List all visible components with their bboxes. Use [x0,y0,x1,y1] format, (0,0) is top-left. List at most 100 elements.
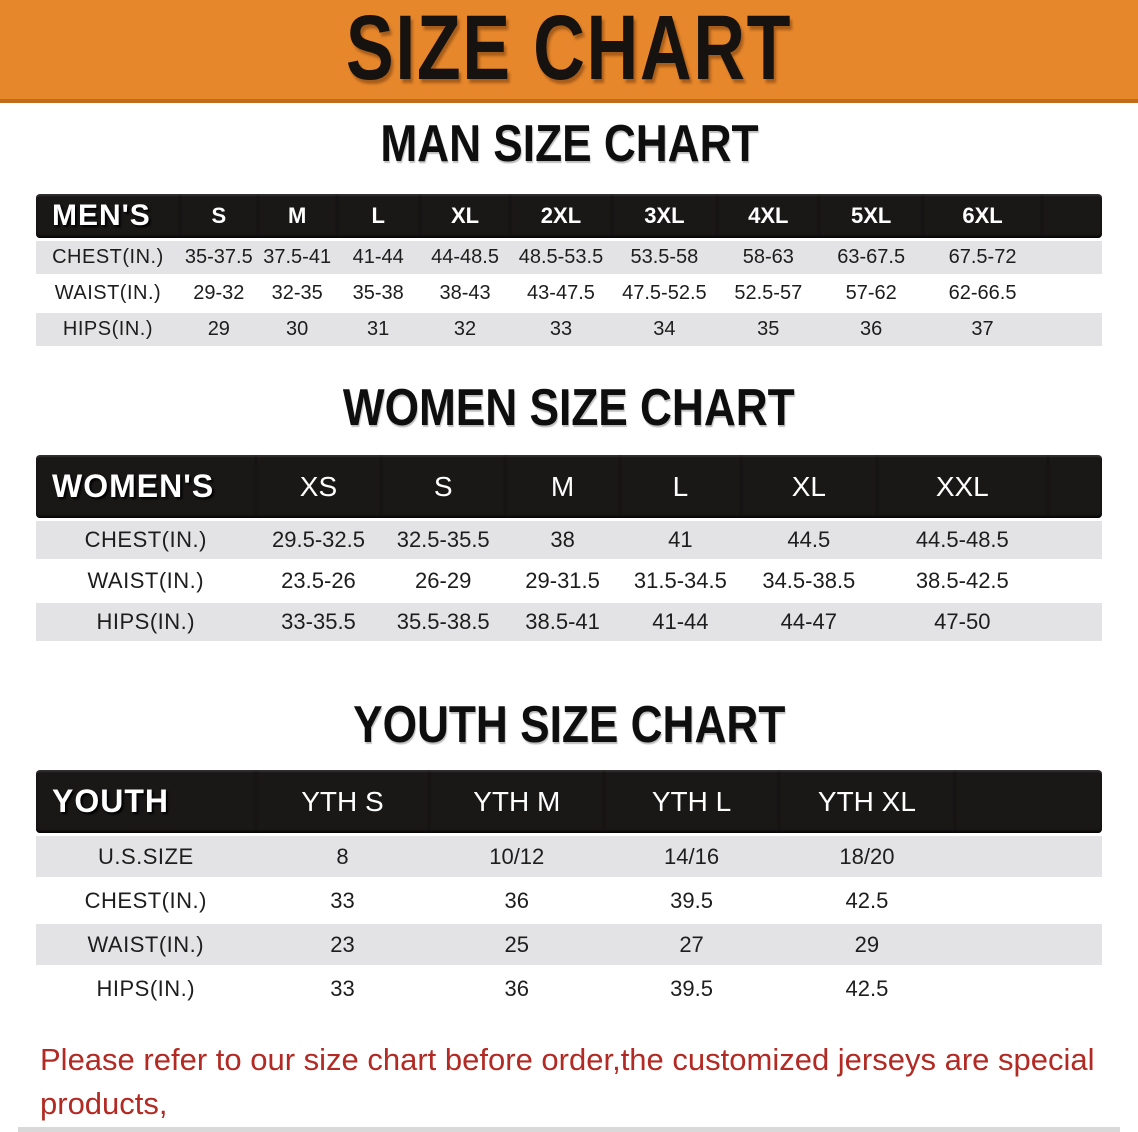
value-cell: 26-29 [381,562,506,600]
size-header-cell: L [336,194,420,238]
women-size-table: WOMEN'S XS S M L XL XXL CHEST(IN.) 29.5-… [36,452,1102,644]
row-label-cell: WAIST(IN.) [36,562,256,600]
spacer-cell [1047,562,1102,600]
value-cell: 52.5-57 [717,277,820,310]
value-cell: 37 [922,313,1043,346]
value-cell: 32.5-35.5 [381,521,506,559]
value-cell: 44.5 [740,521,878,559]
men-table-header-row: MEN'S S M L XL 2XL 3XL 4XL 5XL 6XL [36,194,1102,238]
value-cell: 36 [429,968,605,1009]
row-label-cell: CHEST(IN.) [36,880,256,921]
value-cell: 29.5-32.5 [255,521,382,559]
women-section-title: WOMEN SIZE CHART [343,379,795,437]
row-label-cell: WAIST(IN.) [36,924,256,965]
value-cell: 36 [819,313,923,346]
value-cell: 58-63 [717,241,820,274]
value-cell: 34 [611,313,718,346]
size-header-cell: S [381,455,506,518]
value-cell: 36 [429,880,605,921]
value-cell: 34.5-38.5 [740,562,878,600]
size-header-cell: XS [255,455,382,518]
value-cell: 25 [429,924,605,965]
women-section-heading: WOMEN SIZE CHART [0,379,1138,437]
value-cell: 23.5-26 [255,562,382,600]
value-cell: 39.5 [604,968,779,1009]
size-header-cell: 2XL [510,194,612,238]
size-header-cell: 6XL [922,194,1043,238]
row-label-cell: CHEST(IN.) [36,521,256,559]
value-cell: 32-35 [257,277,337,310]
size-header-cell: YTH S [255,770,430,833]
youth-section-heading: YOUTH SIZE CHART [0,696,1138,754]
value-cell: 29 [778,924,955,965]
value-cell: 29 [179,313,258,346]
value-cell: 44.5-48.5 [877,521,1048,559]
table-row: WAIST(IN.) 29-32 32-35 35-38 38-43 43-47… [36,277,1102,310]
size-header-cell: XXL [877,455,1048,518]
size-header-cell: 5XL [819,194,923,238]
value-cell: 33-35.5 [255,603,382,641]
value-cell: 47.5-52.5 [611,277,718,310]
value-cell: 43-47.5 [510,277,612,310]
row-label-cell: HIPS(IN.) [36,603,256,641]
value-cell: 42.5 [778,880,955,921]
row-label-cell: CHEST(IN.) [36,241,180,274]
men-corner-label: MEN'S [36,194,180,238]
spacer-cell [1042,241,1102,274]
value-cell: 62-66.5 [922,277,1043,310]
size-header-cell: XL [740,455,878,518]
row-label-cell: U.S.SIZE [36,836,256,877]
row-label-cell: HIPS(IN.) [36,313,180,346]
value-cell: 35.5-38.5 [381,603,506,641]
table-row: HIPS(IN.) 29 30 31 32 33 34 35 36 37 [36,313,1102,346]
table-row: CHEST(IN.) 29.5-32.5 32.5-35.5 38 41 44.… [36,521,1102,559]
size-header-cell: 3XL [611,194,718,238]
size-chart-banner: SIZE CHART [0,0,1138,103]
value-cell: 39.5 [604,880,779,921]
value-cell: 31 [336,313,420,346]
value-cell: 35-38 [336,277,420,310]
value-cell: 63-67.5 [819,241,923,274]
table-row: CHEST(IN.) 35-37.5 37.5-41 41-44 44-48.5… [36,241,1102,274]
size-header-cell: 4XL [717,194,820,238]
spacer-cell [954,770,1102,833]
men-section-title: MAN SIZE CHART [379,115,759,173]
value-cell: 8 [255,836,430,877]
value-cell: 37.5-41 [257,241,337,274]
spacer-cell [1042,194,1102,238]
value-cell: 33 [255,968,430,1009]
size-header-cell: YTH L [604,770,779,833]
value-cell: 18/20 [778,836,955,877]
value-cell: 57-62 [819,277,923,310]
value-cell: 38.5-42.5 [877,562,1048,600]
spacer-cell [1047,603,1102,641]
value-cell: 10/12 [429,836,605,877]
spacer-cell [1042,277,1102,310]
value-cell: 44-48.5 [419,241,511,274]
note-line-1: Please refer to our size chart before or… [40,1042,1095,1121]
spacer-cell [1042,313,1102,346]
youth-section-title: YOUTH SIZE CHART [352,696,786,754]
youth-size-table: YOUTH YTH S YTH M YTH L YTH XL U.S.SIZE … [36,767,1102,1012]
size-header-cell: M [257,194,337,238]
table-row: HIPS(IN.) 33 36 39.5 42.5 [36,968,1102,1009]
value-cell: 23 [255,924,430,965]
row-label-cell: WAIST(IN.) [36,277,180,310]
table-row: HIPS(IN.) 33-35.5 35.5-38.5 38.5-41 41-4… [36,603,1102,641]
table-row: U.S.SIZE 8 10/12 14/16 18/20 [36,836,1102,877]
value-cell: 38 [505,521,621,559]
spacer-cell [954,968,1102,1009]
banner-title: SIZE CHART [345,0,793,99]
value-cell: 53.5-58 [611,241,718,274]
table-row: WAIST(IN.) 23 25 27 29 [36,924,1102,965]
men-section-heading: MAN SIZE CHART [0,115,1138,173]
table-row: WAIST(IN.) 23.5-26 26-29 29-31.5 31.5-34… [36,562,1102,600]
row-label-cell: HIPS(IN.) [36,968,256,1009]
table-row: CHEST(IN.) 33 36 39.5 42.5 [36,880,1102,921]
value-cell: 42.5 [778,968,955,1009]
spacer-cell [1047,521,1102,559]
size-header-cell: S [179,194,258,238]
value-cell: 31.5-34.5 [620,562,741,600]
value-cell: 38.5-41 [505,603,621,641]
value-cell: 29-31.5 [505,562,621,600]
